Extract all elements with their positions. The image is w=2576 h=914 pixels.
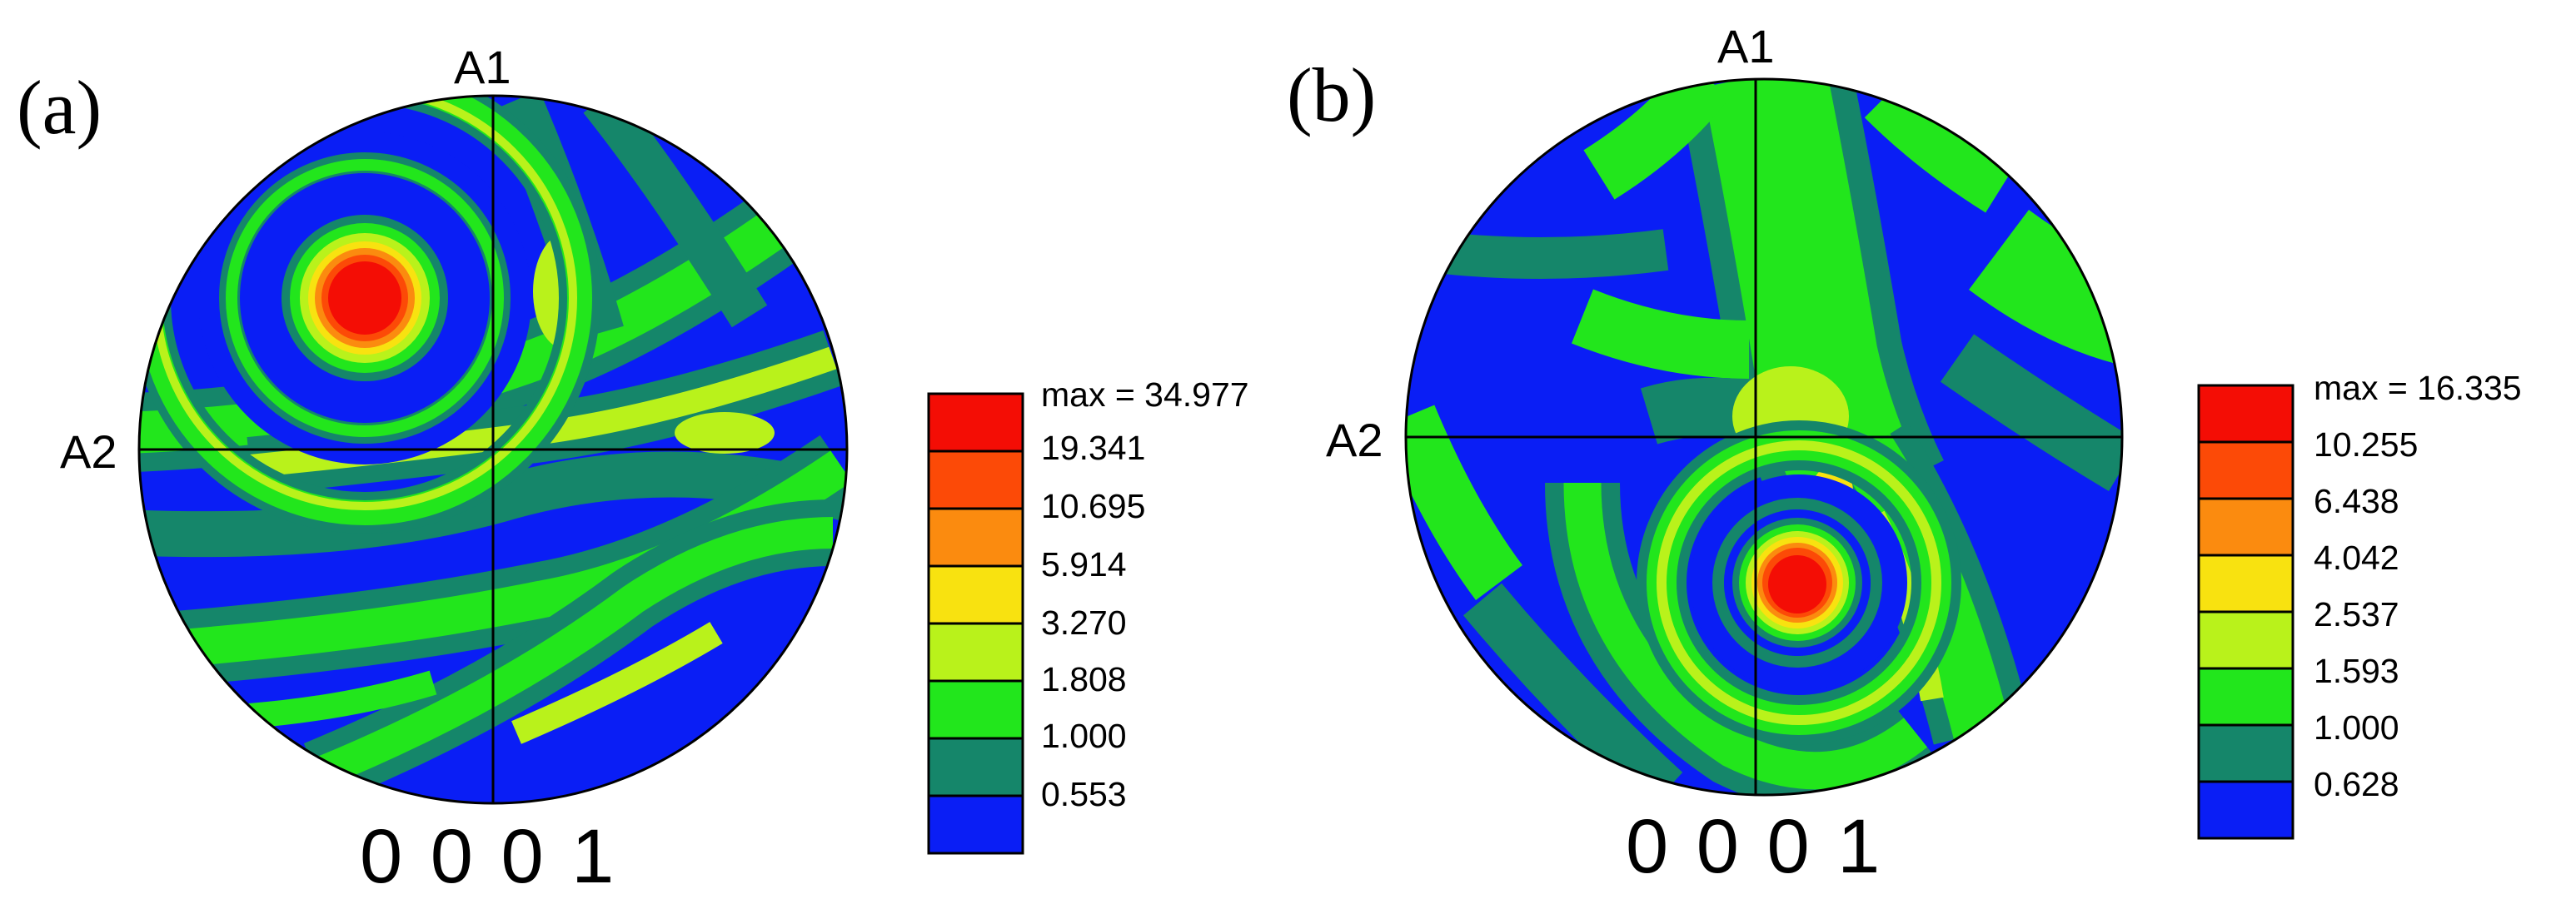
legend-swatch: [2197, 554, 2294, 613]
legend-swatch: [927, 622, 1024, 683]
legend-a-entry: 0.553: [1041, 775, 1127, 813]
legend-swatch: [927, 392, 1024, 453]
legend-b-entry: 1.000: [2314, 708, 2399, 747]
pole-figure-a-ring: [139, 96, 600, 534]
legend-a-entry: 1.808: [1041, 660, 1127, 698]
legend-b-entry: 0.628: [2314, 765, 2399, 803]
axis-label-a1-a: A1: [454, 41, 511, 93]
panel-a-label: (a): [17, 65, 102, 150]
legend-a-entry: 3.270: [1041, 604, 1127, 642]
panel-a: (a): [17, 41, 1249, 899]
legend-b-entry: 2.537: [2314, 595, 2399, 633]
legend-a-entry: 5.914: [1041, 545, 1127, 584]
legend-swatch: [2197, 667, 2294, 727]
legend-swatch: [927, 794, 1024, 855]
legend-a: max = 34.977 19.341 10.695 5.914 3.270 1…: [927, 375, 1249, 855]
legend-swatch: [2197, 440, 2294, 500]
legend-b-entry: 10.255: [2314, 425, 2418, 464]
pole-figure-b-ring: [1637, 420, 1961, 745]
legend-b-entry: max = 16.335: [2314, 369, 2522, 407]
legend-swatch: [927, 737, 1024, 797]
legend-b-entry: 1.593: [2314, 652, 2399, 690]
legend-a-entry: 19.341: [1041, 429, 1145, 467]
legend-swatch: [927, 450, 1024, 510]
pole-label-a: 0 0 0 1: [360, 814, 617, 899]
legend-swatch: [927, 564, 1024, 625]
pole-figure-a: [139, 96, 847, 803]
legend-a-entry: 1.000: [1041, 717, 1127, 755]
legend-a-entry: max = 34.977: [1041, 375, 1249, 414]
legend-swatch: [2197, 384, 2294, 444]
legend-swatch: [2197, 723, 2294, 783]
axis-label-a2-b: A2: [1326, 414, 1383, 466]
panel-b-label: (b): [1287, 52, 1376, 137]
legend-a-entry: 10.695: [1041, 487, 1145, 525]
legend-b-entry: 6.438: [2314, 482, 2399, 520]
axis-label-a1-b: A1: [1717, 20, 1775, 72]
legend-swatch: [2197, 497, 2294, 557]
legend-swatch: [927, 507, 1024, 568]
legend-swatch: [2197, 610, 2294, 670]
panel-b: (b): [1287, 20, 2522, 889]
legend-swatch: [927, 679, 1024, 740]
axis-label-a2-a: A2: [60, 425, 117, 478]
legend-b: max = 16.335 10.255 6.438 4.042 2.537 1.…: [2197, 369, 2522, 840]
pole-label-b: 0 0 0 1: [1626, 804, 1883, 889]
legend-b-entry: 4.042: [2314, 539, 2399, 577]
legend-swatch: [2197, 780, 2294, 840]
